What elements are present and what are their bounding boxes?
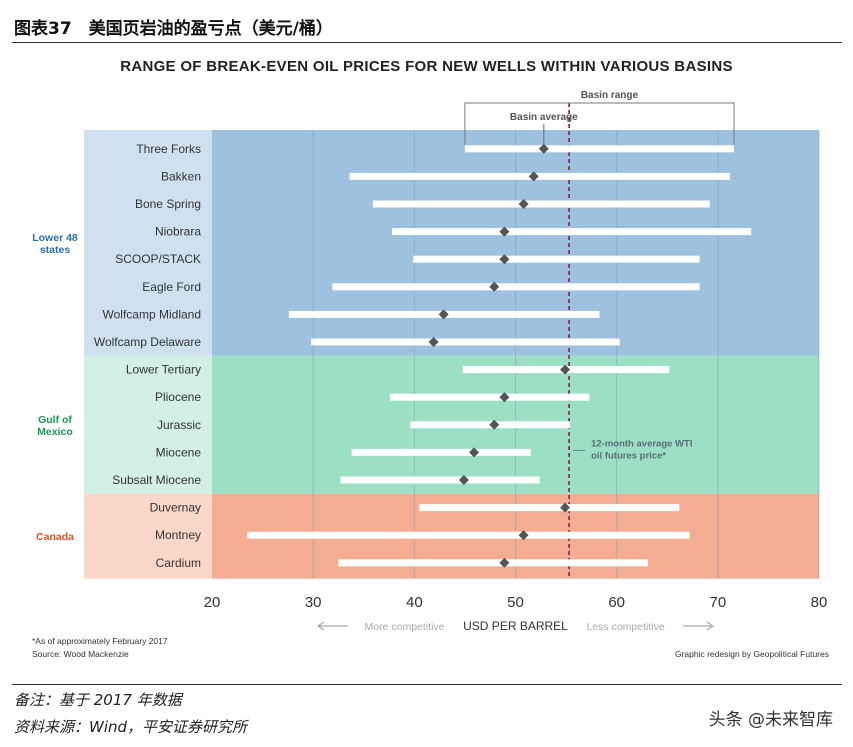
- group-label: Lower 48: [32, 232, 78, 244]
- average-marker: [518, 199, 529, 209]
- basin-name: Cardium: [156, 556, 201, 570]
- group-label: Mexico: [37, 426, 73, 438]
- basin-range-label: Basin range: [581, 90, 639, 101]
- average-marker: [469, 447, 480, 458]
- average-marker: [499, 557, 510, 568]
- hint-less-competitive: Less competitive: [587, 621, 665, 633]
- average-marker: [458, 475, 469, 485]
- average-marker: [428, 337, 439, 347]
- basin-name: Wolfcamp Midland: [103, 307, 201, 321]
- x-tick-label: 50: [507, 594, 524, 611]
- wti-annotation-line1: 12-month average WTI: [591, 438, 692, 449]
- basin-name: Jurassic: [157, 418, 201, 432]
- range-bar: [392, 228, 752, 236]
- footer-source: 资料来源：Wind，平安证券研究所: [14, 718, 248, 736]
- footer-rule-top: [12, 684, 842, 685]
- basin-name: Miocene: [156, 445, 202, 459]
- arrow-right-icon: [683, 621, 715, 631]
- basin-average-label: Basin average: [510, 112, 578, 123]
- wti-annotation-line2: oil futures price*: [591, 450, 666, 461]
- basin-name: Subsalt Miocene: [112, 473, 201, 487]
- x-tick-label: 40: [406, 594, 423, 611]
- credit-note: Graphic redesign by Geopolitical Futures: [674, 649, 829, 659]
- top-rule: [12, 42, 842, 43]
- chart-title: RANGE OF BREAK-EVEN OIL PRICES FOR NEW W…: [120, 58, 733, 75]
- group-label: Gulf of: [38, 414, 72, 426]
- x-tick-label: 20: [204, 594, 221, 611]
- basin-name: Wolfcamp Delaware: [94, 335, 201, 349]
- range-bar: [247, 531, 690, 539]
- basin-name: Three Forks: [136, 142, 201, 156]
- range-bar: [332, 283, 700, 291]
- x-axis-label: USD PER BARREL: [463, 619, 568, 633]
- range-bar: [349, 172, 730, 180]
- basin-name: Bakken: [161, 169, 201, 183]
- range-bar: [372, 200, 710, 208]
- footer-remark: 备注：基于 2017 年数据: [14, 691, 182, 709]
- average-marker: [560, 364, 571, 375]
- basin-name: SCOOP/STACK: [115, 252, 201, 266]
- average-marker: [489, 281, 500, 292]
- x-tick-label: 80: [811, 594, 828, 611]
- range-bar: [464, 145, 735, 153]
- figure-title: 图表37 美国页岩油的盈亏点（美元/桶）: [14, 19, 333, 39]
- watermark: 头条 @未来智库: [708, 710, 833, 730]
- range-bar: [340, 476, 540, 484]
- average-marker: [518, 530, 529, 541]
- average-marker: [560, 502, 571, 513]
- source-note: Source: Wood Mackenzie: [32, 649, 129, 659]
- range-bar: [419, 504, 680, 512]
- range-bar: [390, 393, 590, 401]
- basin-name: Pliocene: [155, 390, 201, 404]
- range-bar: [351, 448, 531, 456]
- arrow-left-icon: [316, 621, 348, 631]
- basin-name: Duvernay: [150, 501, 201, 515]
- hint-more-competitive: More competitive: [365, 621, 445, 633]
- average-marker: [528, 171, 539, 182]
- basin-name: Eagle Ford: [142, 280, 201, 294]
- range-bar: [413, 255, 700, 263]
- average-marker: [538, 143, 549, 154]
- range-bar: [311, 338, 620, 346]
- range-bar: [338, 559, 649, 567]
- basin-name: Lower Tertiary: [126, 363, 201, 377]
- basin-name: Bone Spring: [135, 197, 201, 211]
- average-marker: [438, 309, 449, 320]
- group-label: Canada: [36, 531, 74, 543]
- basin-range-bracket: [464, 102, 735, 145]
- average-marker: [499, 226, 510, 237]
- average-marker: [489, 419, 500, 430]
- group-label: states: [40, 244, 71, 256]
- x-tick-label: 60: [608, 594, 625, 611]
- footnote: *As of approximately February 2017: [32, 636, 168, 646]
- basin-name: Niobrara: [155, 225, 201, 239]
- group-label-band: [84, 130, 212, 356]
- group-label-band: [84, 493, 212, 579]
- x-tick-label: 30: [305, 594, 322, 611]
- average-marker: [499, 254, 510, 265]
- group-label-band: [84, 355, 212, 494]
- x-tick-label: 70: [709, 594, 726, 611]
- average-marker: [499, 392, 510, 403]
- basin-name: Montney: [155, 528, 201, 542]
